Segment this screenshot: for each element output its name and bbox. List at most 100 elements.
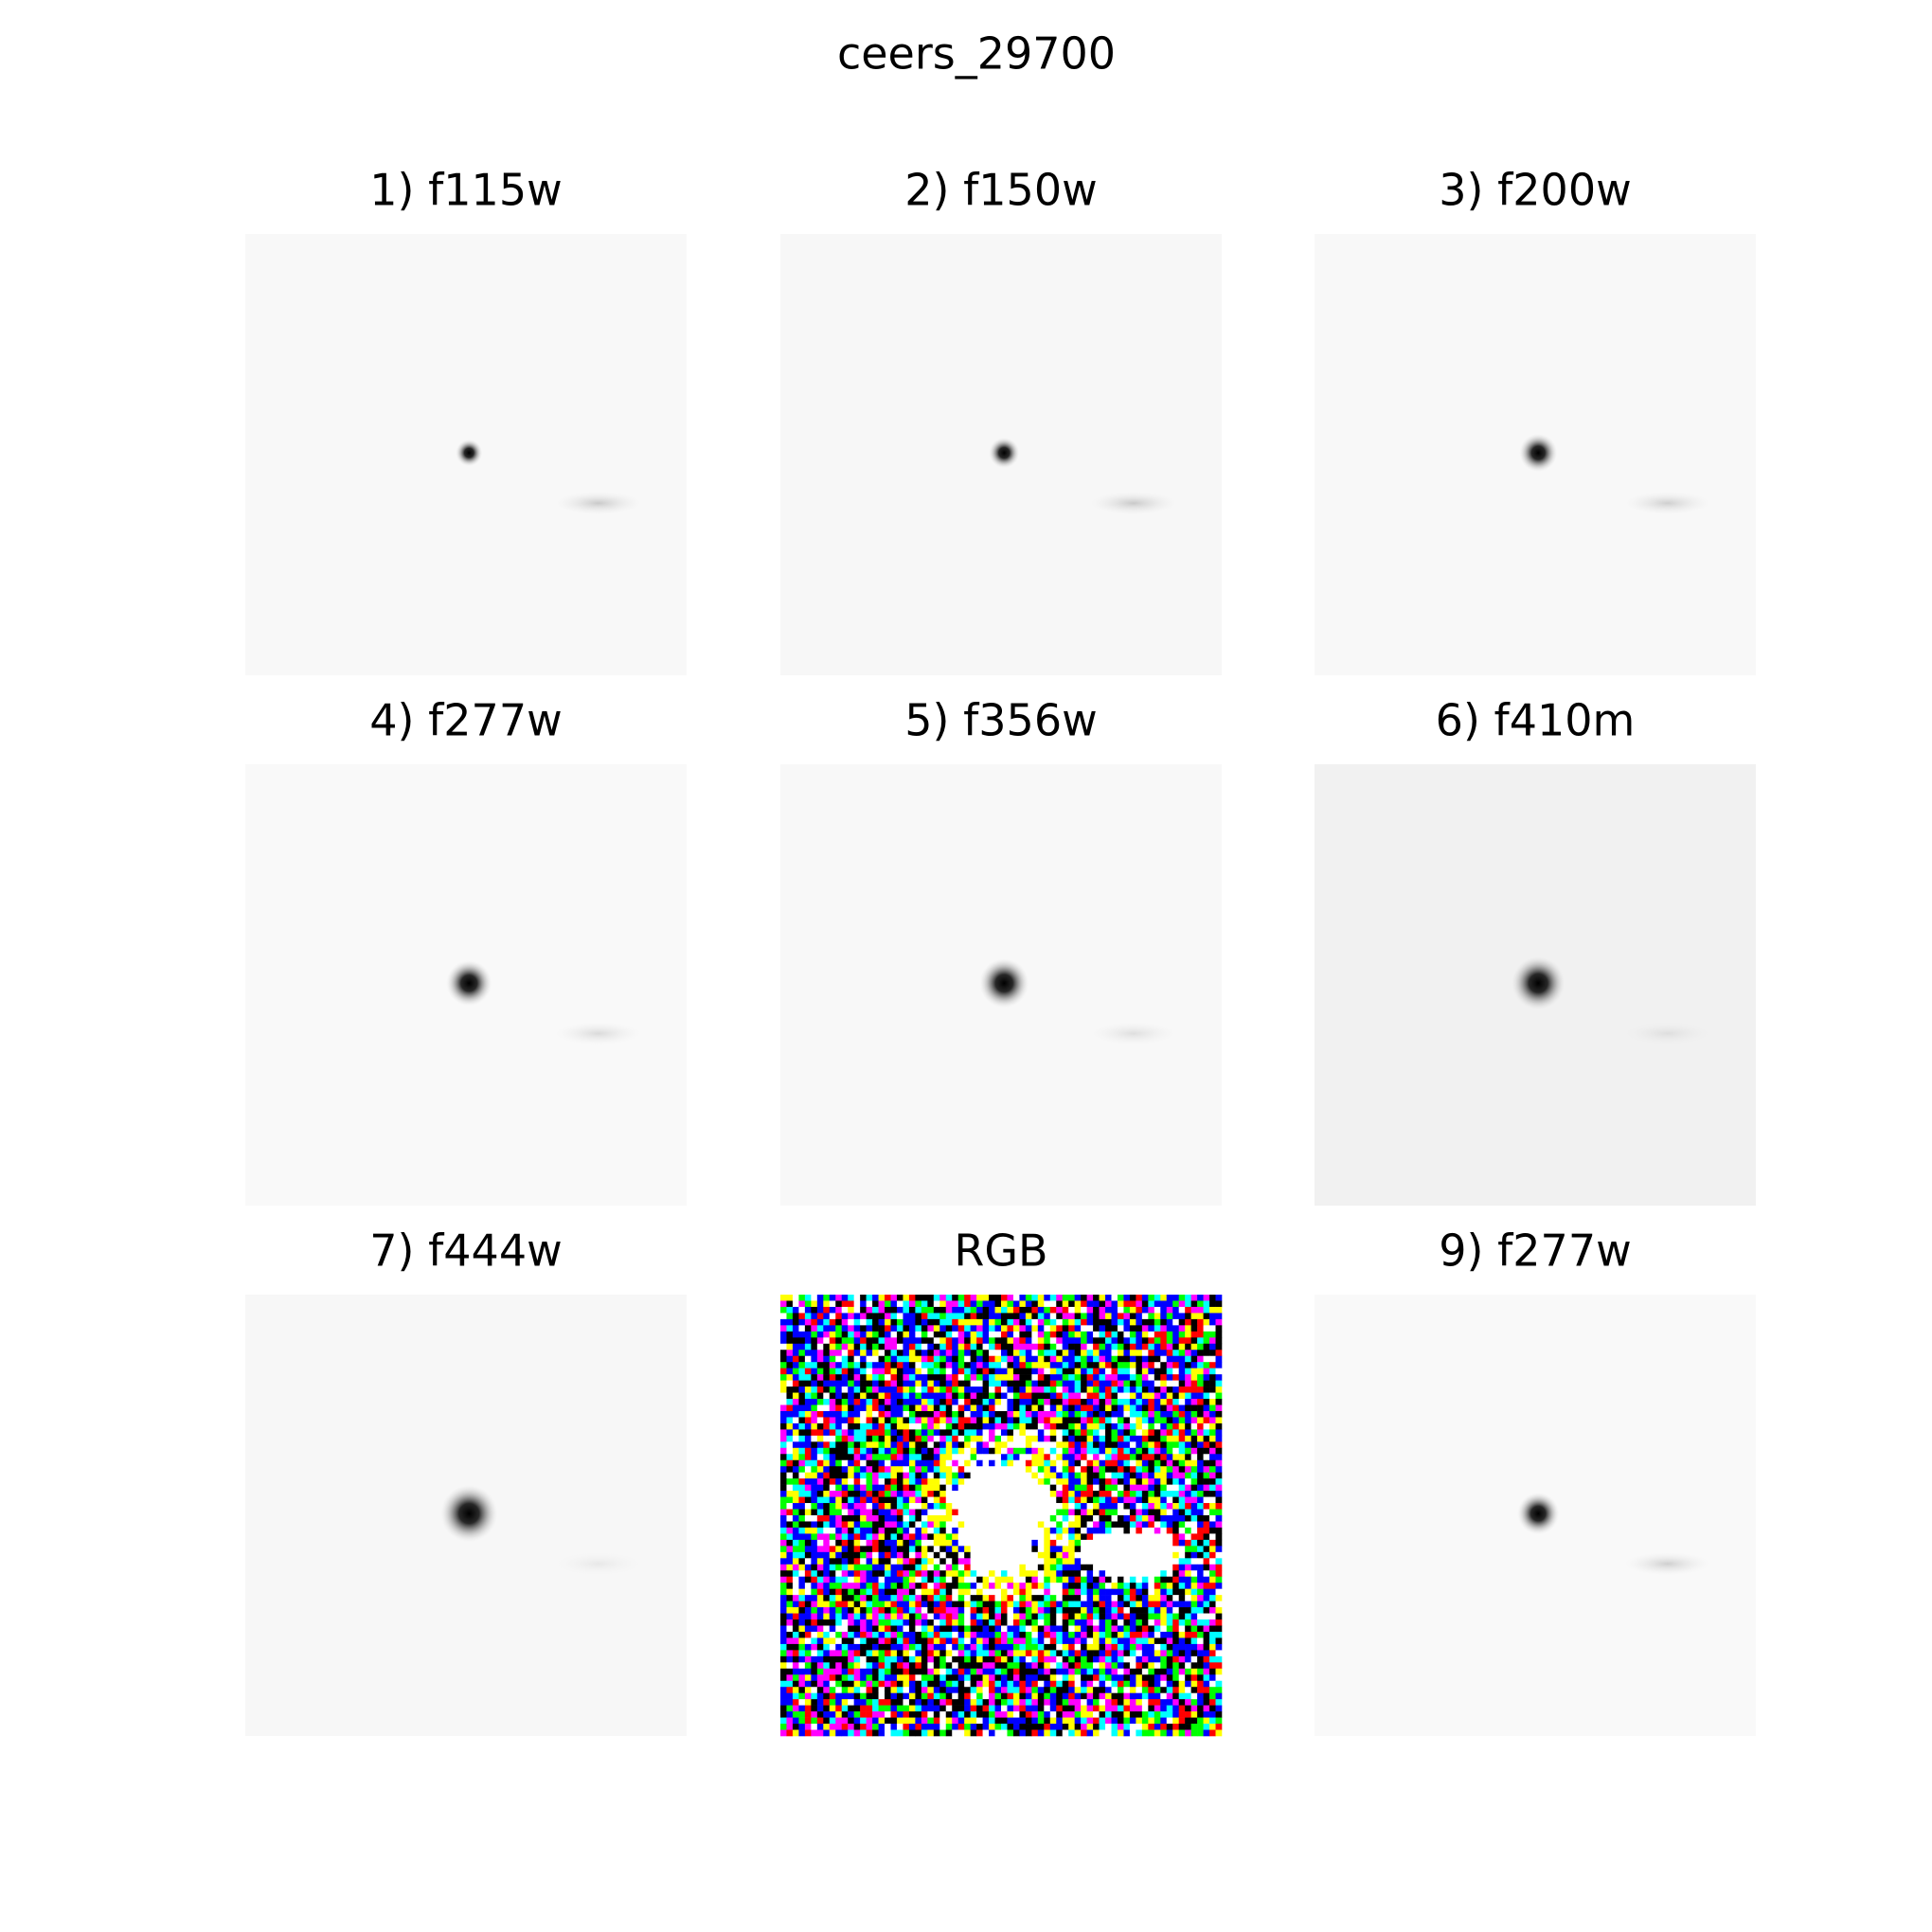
rgb-pixel (933, 1570, 940, 1578)
point-source (979, 958, 1029, 1009)
rgb-pixel (933, 1392, 940, 1400)
rgb-pixel (903, 1546, 910, 1553)
rgb-pixel (945, 1607, 953, 1614)
rgb-pixel (835, 1546, 843, 1553)
rgb-pixel (1172, 1680, 1179, 1688)
rgb-pixel (1049, 1318, 1057, 1326)
rgb-pixel (866, 1343, 873, 1351)
rgb-pixel (927, 1539, 935, 1547)
rgb-pixel (872, 1491, 879, 1497)
rgb-pixel (1203, 1417, 1210, 1424)
rgb-pixel (1056, 1404, 1064, 1412)
rgb-pixel (786, 1570, 794, 1578)
rgb-pixel (964, 1392, 971, 1400)
rgb-pixel (970, 1484, 977, 1492)
rgb-pixel (823, 1619, 831, 1626)
rgb-pixel (1062, 1607, 1069, 1614)
rgb-pixel (1136, 1429, 1143, 1437)
rgb-pixel (1037, 1650, 1045, 1657)
rgb-pixel (860, 1318, 867, 1326)
rgb-pixel (872, 1331, 879, 1338)
rgb-pixel (1068, 1496, 1075, 1504)
rgb-pixel (896, 1668, 903, 1675)
rgb-pixel (952, 1459, 958, 1467)
rgb-pixel (1123, 1564, 1131, 1571)
rgb-pixel (952, 1619, 958, 1626)
rgb-pixel (994, 1355, 1002, 1363)
rgb-pixel (1203, 1551, 1210, 1559)
rgb-pixel (1074, 1447, 1082, 1455)
rgb-pixel (1025, 1496, 1032, 1504)
rgb-pixel (1197, 1662, 1204, 1670)
rgb-pixel (927, 1380, 935, 1387)
rgb-pixel (1123, 1478, 1131, 1485)
rgb-pixel (1001, 1386, 1008, 1393)
rgb-pixel (1074, 1350, 1082, 1357)
rgb-pixel (823, 1515, 831, 1522)
rgb-pixel (1068, 1355, 1075, 1363)
rgb-pixel (1215, 1422, 1223, 1430)
rgb-pixel (1154, 1429, 1161, 1437)
rgb-pixel (927, 1435, 935, 1442)
rgb-pixel (927, 1350, 935, 1357)
rgb-pixel (1099, 1588, 1106, 1596)
rgb-pixel (1099, 1472, 1106, 1479)
rgb-pixel (896, 1662, 903, 1670)
rgb-pixel (921, 1429, 928, 1437)
rgb-pixel (780, 1692, 787, 1700)
rgb-pixel (890, 1404, 898, 1412)
rgb-pixel (1203, 1343, 1210, 1351)
rgb-pixel (903, 1539, 910, 1547)
rgb-pixel (1197, 1429, 1204, 1437)
rgb-pixel (811, 1692, 818, 1700)
rgb-pixel (939, 1539, 947, 1547)
rgb-pixel (1019, 1325, 1027, 1333)
rgb-pixel (1025, 1650, 1032, 1657)
rgb-pixel (945, 1343, 953, 1351)
rgb-pixel (1086, 1503, 1094, 1510)
rgb-pixel (1099, 1355, 1106, 1363)
rgb-pixel (1001, 1588, 1008, 1596)
rgb-pixel (853, 1595, 861, 1601)
rgb-pixel (1056, 1466, 1064, 1473)
rgb-pixel (835, 1613, 843, 1620)
rgb-pixel (1154, 1674, 1161, 1682)
rgb-pixel (780, 1331, 787, 1338)
rgb-pixel (1007, 1595, 1014, 1601)
rgb-pixel (957, 1711, 965, 1718)
rgb-pixel (878, 1509, 886, 1516)
rgb-pixel (964, 1350, 971, 1357)
rgb-pixel (1031, 1588, 1039, 1596)
rgb-pixel (1019, 1496, 1027, 1504)
rgb-pixel (945, 1318, 953, 1326)
rgb-pixel (872, 1692, 879, 1700)
rgb-pixel (1068, 1491, 1075, 1497)
rgb-pixel (921, 1300, 928, 1308)
rgb-pixel (1129, 1637, 1136, 1645)
rgb-pixel (921, 1619, 928, 1626)
rgb-pixel (1012, 1692, 1020, 1700)
rgb-pixel (1136, 1687, 1143, 1693)
rgb-pixel (957, 1558, 965, 1565)
rgb-pixel (952, 1337, 958, 1345)
rgb-pixel (860, 1478, 867, 1485)
rgb-pixel (1025, 1576, 1032, 1583)
rgb-pixel (976, 1343, 983, 1351)
rgb-pixel (1166, 1503, 1173, 1510)
rgb-pixel (848, 1619, 854, 1626)
rgb-pixel (1037, 1300, 1045, 1308)
rgb-pixel (1044, 1692, 1051, 1700)
rgb-pixel (896, 1472, 903, 1479)
rgb-pixel (798, 1295, 806, 1301)
rgb-pixel (872, 1337, 879, 1345)
rgb-pixel (1185, 1491, 1191, 1497)
rgb-pixel (780, 1631, 787, 1638)
rgb-pixel (798, 1410, 806, 1418)
rgb-pixel (927, 1337, 935, 1345)
rgb-pixel (1093, 1583, 1100, 1589)
rgb-pixel (885, 1576, 891, 1583)
rgb-pixel (786, 1588, 794, 1596)
rgb-pixel (823, 1533, 831, 1541)
rgb-pixel (1001, 1705, 1008, 1712)
rgb-pixel (804, 1350, 812, 1357)
